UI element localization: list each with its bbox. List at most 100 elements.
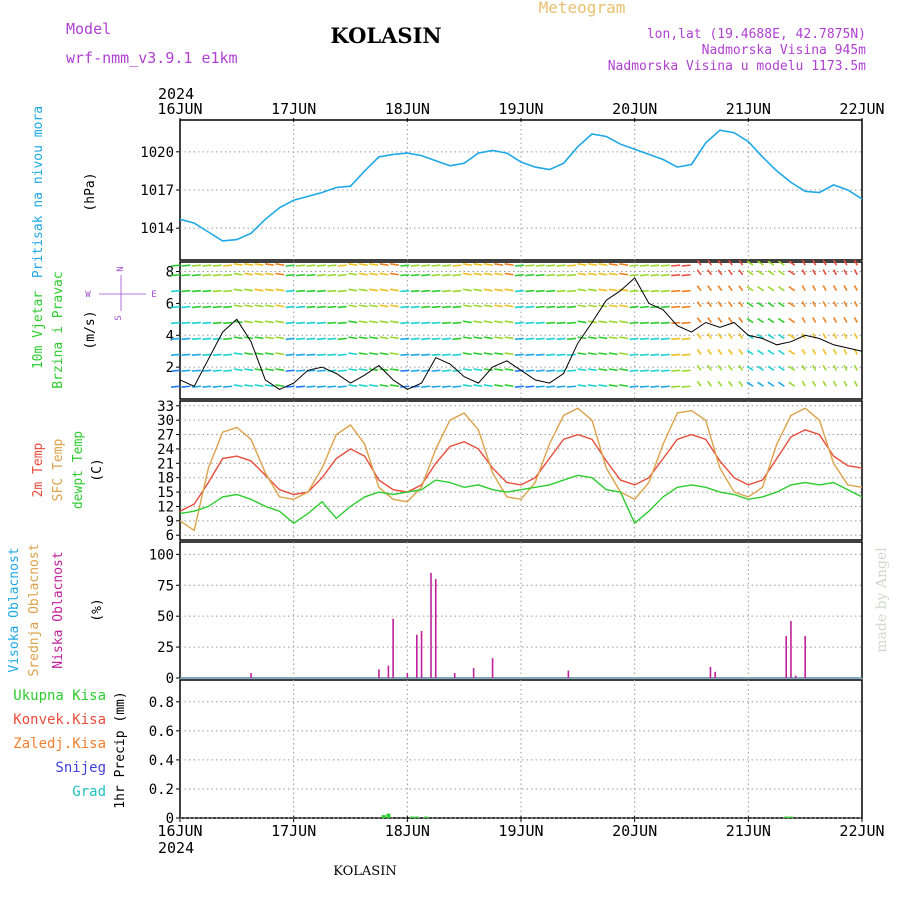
wind-arrow — [801, 301, 806, 307]
wind-arrow — [504, 304, 514, 308]
wind-arrow — [660, 273, 670, 277]
wind-y-ticks: 2 4 6 8 — [166, 265, 862, 376]
wind-arrow — [535, 369, 545, 372]
wind-arrow — [421, 337, 431, 341]
wind-arrow — [671, 305, 681, 309]
wind-arrow — [738, 285, 744, 292]
wind-arrow — [421, 273, 431, 277]
wind-arrow — [212, 337, 222, 341]
wind-arrow — [822, 364, 827, 371]
wind-arrow — [681, 369, 691, 372]
elevation-text: Nadmorska Visina 945m — [702, 43, 867, 58]
wind-arrow — [452, 305, 462, 309]
x-tick-label-bottom: 19JUN — [498, 822, 543, 840]
wind-arrow — [650, 289, 660, 293]
wind-arrow — [264, 272, 274, 276]
mid-cloud-label: Srednja Oblacnost — [27, 543, 42, 676]
wind-arrow — [525, 273, 535, 277]
sfc-temp-line — [179, 407, 863, 532]
wind-arrow — [306, 305, 316, 309]
wind-arrow — [337, 353, 347, 356]
x-tick-label-top: 17JUN — [271, 100, 316, 118]
wind-arrow — [619, 384, 629, 388]
wind-arrow — [337, 369, 347, 372]
wind-arrow — [212, 289, 222, 293]
wind-arrow — [275, 263, 285, 266]
wind-arrow — [671, 264, 681, 267]
wind-arrow — [525, 353, 535, 356]
wind-arrow — [767, 381, 775, 387]
wind-arrow — [598, 384, 608, 388]
wind-arrow — [707, 269, 713, 276]
wind-arrow — [671, 337, 681, 341]
wind-arrow — [639, 369, 649, 372]
wind-arrow — [462, 368, 472, 372]
wind-arrow — [181, 353, 191, 356]
wind-arrow — [832, 301, 838, 307]
wind-arrow — [746, 381, 754, 387]
wind-arrow — [379, 263, 389, 266]
wind-arrow — [514, 264, 524, 267]
wind-arrow — [757, 365, 764, 371]
wind-arrow — [264, 288, 274, 292]
wind-arrow — [473, 320, 483, 324]
wind-arrow — [853, 380, 858, 387]
wind-arrow — [389, 288, 399, 292]
model-label: Model — [66, 20, 111, 38]
wind-arrow — [777, 349, 785, 356]
wind-arrow — [639, 353, 649, 356]
wind-arrow — [777, 381, 785, 387]
wind-arrow — [757, 333, 764, 340]
wind-arrow — [264, 352, 274, 356]
y-tick-label: 33 — [157, 399, 174, 415]
wind-arrow — [254, 320, 264, 324]
wind-arrow — [777, 333, 785, 340]
wind-arrow — [473, 263, 483, 266]
wind-arrow — [191, 305, 201, 309]
y-tick-label: 25 — [157, 640, 174, 656]
credit-text: made by Angel — [874, 547, 890, 653]
wind-arrow — [504, 384, 514, 388]
model-elevation-text: Nadmorska Visina u modelu 1173.5m — [608, 59, 866, 74]
wind-arrow — [556, 305, 566, 309]
wind-arrow — [483, 304, 493, 308]
wind-arrow — [843, 380, 848, 387]
wind-arrow — [400, 369, 410, 372]
wind-arrow — [843, 259, 848, 266]
wind-arrow — [671, 273, 681, 277]
wind-arrow — [223, 289, 233, 293]
wind-arrow — [316, 273, 326, 277]
y-tick-label: 0.4 — [149, 753, 174, 769]
y-tick-label: 0 — [166, 811, 174, 827]
wind-arrow — [738, 364, 744, 371]
wind-arrow — [660, 321, 670, 325]
wind-arrow — [191, 353, 201, 356]
wind-arrow — [389, 384, 399, 388]
wind-arrow — [233, 368, 243, 372]
wind-arrow — [696, 348, 702, 355]
wind-arrow — [202, 337, 212, 341]
wind-arrow — [389, 336, 399, 340]
wind-arrow — [738, 317, 744, 324]
wind-arrow — [327, 337, 337, 341]
wind-arrow — [358, 352, 368, 356]
wind-arrow — [853, 301, 858, 307]
wind-arrow — [788, 285, 796, 292]
wind-arrow — [202, 385, 212, 388]
wind-arrow — [727, 348, 733, 355]
y-tick-label: 27 — [157, 428, 174, 444]
wind-arrow — [441, 369, 451, 372]
wind-arrow — [746, 365, 754, 371]
wind-arrow — [566, 369, 577, 372]
wind-arrow — [681, 385, 691, 388]
precip-unit: 1hr Precip (mm) — [113, 691, 128, 808]
wind-arrow — [483, 352, 493, 356]
wind-arrow — [650, 305, 660, 309]
wind-arrow — [223, 353, 233, 356]
wind-arrow — [788, 365, 796, 371]
wind-arrow — [788, 381, 796, 387]
wind-arrow — [598, 352, 608, 356]
wind-arrow — [462, 384, 472, 388]
wind-arrow — [452, 321, 462, 325]
